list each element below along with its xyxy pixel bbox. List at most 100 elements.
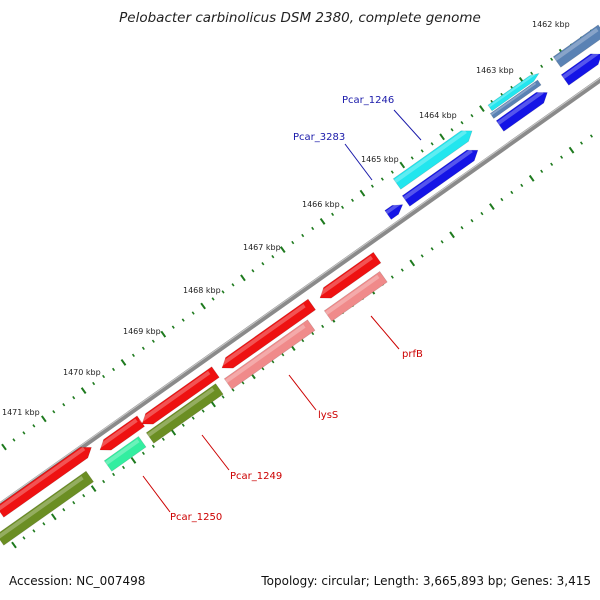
gene-red-1-highlight bbox=[0, 446, 86, 511]
minor-tick bbox=[420, 149, 424, 153]
minor-tick bbox=[410, 156, 414, 160]
minor-tick bbox=[221, 395, 225, 399]
minor-tick bbox=[530, 71, 534, 76]
minor-tick bbox=[350, 198, 355, 202]
minor-tick bbox=[12, 438, 16, 442]
gene-label-lyss[interactable]: lysS bbox=[318, 410, 338, 421]
ruler-label: 1470 kbp bbox=[63, 368, 101, 377]
ruler-label: 1463 kbp bbox=[476, 66, 514, 75]
minor-tick bbox=[440, 240, 444, 244]
minor-tick bbox=[460, 121, 464, 125]
gene-steel-2[interactable] bbox=[552, 24, 600, 68]
minor-tick bbox=[470, 218, 474, 223]
major-tick bbox=[479, 105, 485, 113]
gene-pink-prfb-highlight bbox=[324, 274, 380, 315]
callout-line bbox=[344, 143, 373, 181]
minor-tick bbox=[112, 472, 116, 477]
gene-olive-2[interactable] bbox=[145, 383, 224, 444]
minor-tick bbox=[231, 283, 235, 287]
gene-mint-1-highlight bbox=[104, 438, 140, 465]
gene-steel-1-highlight bbox=[490, 82, 537, 116]
ruler-label: 1466 kbp bbox=[302, 200, 340, 209]
minor-tick bbox=[82, 493, 86, 498]
gene-label-prfb[interactable]: prfB bbox=[402, 349, 423, 360]
minor-tick bbox=[520, 183, 524, 188]
minor-tick bbox=[191, 311, 195, 315]
gene-label-pcar-1250[interactable]: Pcar_1250 bbox=[170, 512, 222, 523]
gene-red-3-highlight bbox=[138, 370, 211, 423]
minor-tick bbox=[460, 226, 464, 230]
minor-tick bbox=[72, 395, 76, 400]
gene-label-pcar-1246[interactable]: Pcar_1246 bbox=[342, 95, 394, 106]
major-tick bbox=[528, 174, 535, 182]
gene-label-pcar-3283[interactable]: Pcar_3283 bbox=[293, 132, 345, 143]
gene-red-4[interactable] bbox=[221, 298, 316, 369]
minor-tick bbox=[121, 465, 126, 470]
minor-tick bbox=[480, 211, 484, 216]
gene-steel-1[interactable] bbox=[489, 79, 542, 119]
gene-mint-1[interactable] bbox=[103, 436, 147, 472]
minor-tick bbox=[390, 170, 394, 174]
gene-red-5[interactable] bbox=[319, 251, 382, 299]
major-tick bbox=[1, 443, 7, 451]
major-tick bbox=[130, 456, 137, 464]
minor-tick bbox=[420, 254, 424, 258]
gene-cyan-pcar-1246[interactable] bbox=[392, 130, 473, 190]
minor-tick bbox=[151, 444, 155, 448]
minor-tick bbox=[430, 142, 434, 146]
minor-tick bbox=[161, 437, 165, 441]
minor-tick bbox=[201, 409, 205, 413]
reverse-genes bbox=[0, 51, 600, 546]
minor-tick bbox=[72, 501, 76, 505]
major-tick bbox=[489, 203, 495, 210]
major-tick bbox=[90, 485, 97, 493]
gene-red-3[interactable] bbox=[141, 366, 220, 425]
minor-tick bbox=[589, 134, 593, 138]
gene-pink-lyss-highlight bbox=[224, 324, 306, 383]
minor-tick bbox=[400, 268, 404, 272]
gene-pink-lyss[interactable] bbox=[223, 319, 316, 390]
major-tick bbox=[399, 161, 406, 169]
genome-backbone-highlight bbox=[0, 77, 600, 504]
minor-tick bbox=[540, 64, 544, 68]
minor-tick bbox=[311, 226, 315, 231]
minor-tick bbox=[390, 275, 394, 279]
minor-tick bbox=[321, 324, 325, 329]
minor-tick bbox=[301, 338, 305, 343]
minor-tick bbox=[102, 479, 106, 484]
major-tick bbox=[439, 133, 445, 141]
gene-label-pcar-1249[interactable]: Pcar_1249 bbox=[230, 471, 282, 482]
major-tick bbox=[50, 513, 57, 521]
gene-teal-1[interactable] bbox=[487, 72, 540, 112]
gene-olive-1-highlight bbox=[0, 476, 84, 539]
callout-line bbox=[370, 315, 400, 350]
gene-blue-2[interactable] bbox=[495, 92, 548, 132]
minor-tick bbox=[211, 297, 215, 301]
minor-tick bbox=[151, 339, 155, 343]
gene-red-2[interactable] bbox=[99, 415, 145, 451]
minor-tick bbox=[301, 233, 305, 238]
minor-tick bbox=[32, 424, 36, 428]
callout-line bbox=[142, 475, 171, 513]
gene-red-1[interactable] bbox=[0, 446, 92, 518]
minor-tick bbox=[62, 508, 66, 512]
gene-pink-prfb[interactable] bbox=[323, 271, 388, 322]
major-tick bbox=[319, 217, 326, 225]
minor-tick bbox=[341, 205, 345, 209]
major-tick bbox=[120, 358, 127, 366]
minor-tick bbox=[141, 451, 145, 456]
gene-blue-1[interactable] bbox=[401, 149, 479, 207]
gene-olive-1[interactable] bbox=[0, 470, 94, 546]
minor-tick bbox=[500, 197, 504, 202]
minor-tick bbox=[171, 325, 175, 329]
gene-red-2-highlight bbox=[96, 418, 138, 449]
minor-tick bbox=[181, 318, 185, 322]
minor-tick bbox=[32, 529, 36, 533]
major-tick bbox=[568, 146, 575, 154]
minor-tick bbox=[540, 169, 544, 173]
ruler-label: 1468 kbp bbox=[183, 286, 221, 295]
minor-tick bbox=[281, 352, 285, 357]
major-tick bbox=[279, 246, 286, 254]
gene-blue-pcar-3283[interactable] bbox=[384, 204, 404, 220]
minor-tick bbox=[291, 240, 295, 245]
